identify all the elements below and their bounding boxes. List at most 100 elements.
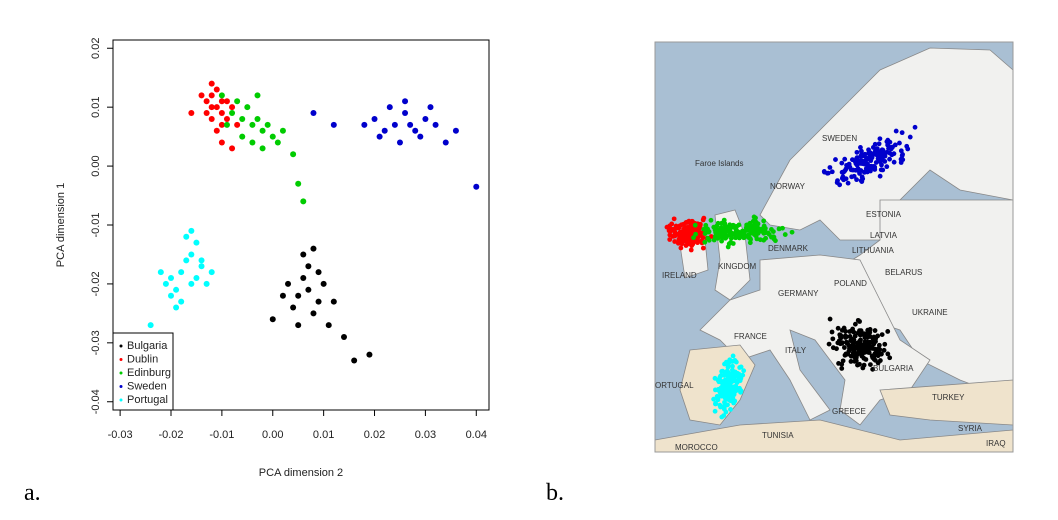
map-point xyxy=(877,358,883,363)
point xyxy=(396,139,403,146)
point xyxy=(188,227,195,234)
point xyxy=(178,298,185,305)
map-label: IRELAND xyxy=(662,271,697,280)
point xyxy=(183,257,190,264)
map-point xyxy=(770,229,776,235)
point xyxy=(218,121,225,128)
map-point xyxy=(728,230,734,235)
map-point xyxy=(852,333,858,339)
map-point xyxy=(872,328,878,333)
map-point xyxy=(715,235,721,241)
point xyxy=(213,127,220,134)
map-label: LITHUANIA xyxy=(852,246,894,255)
map-point xyxy=(879,351,884,357)
point xyxy=(218,110,225,117)
map-point xyxy=(876,342,882,348)
map-point xyxy=(845,180,851,186)
map-point xyxy=(868,151,874,156)
map-point xyxy=(856,343,862,349)
map-point xyxy=(737,365,743,370)
map-point xyxy=(826,341,832,347)
map-point xyxy=(711,396,717,402)
map-point xyxy=(728,240,734,245)
point xyxy=(147,322,154,329)
map-point xyxy=(726,363,731,368)
map-label: UKRAINE xyxy=(912,308,948,317)
map-point xyxy=(703,222,709,228)
map-point xyxy=(829,169,835,175)
map-point xyxy=(885,142,891,148)
map-point xyxy=(724,387,730,393)
map-point xyxy=(852,358,857,364)
point xyxy=(330,121,337,128)
map-point xyxy=(715,229,721,234)
point xyxy=(340,333,347,340)
map-point xyxy=(829,329,835,335)
map-point xyxy=(688,247,694,253)
map-point xyxy=(725,225,731,231)
map-point xyxy=(907,134,913,140)
map-label: MOROCCO xyxy=(675,443,718,452)
legend xyxy=(112,332,174,411)
point xyxy=(300,275,307,282)
map-point xyxy=(708,217,714,223)
map-point xyxy=(730,222,736,228)
map-label: DENMARK xyxy=(768,244,809,253)
map-point xyxy=(678,245,684,251)
map-point xyxy=(721,413,727,418)
point xyxy=(208,92,215,99)
map-point xyxy=(667,229,673,234)
map-point xyxy=(730,363,735,369)
map-point xyxy=(870,335,876,341)
point xyxy=(218,139,225,146)
map-point xyxy=(850,350,856,356)
x-tick-label: 0.01 xyxy=(313,429,334,441)
point xyxy=(249,121,256,128)
map-point xyxy=(760,225,766,231)
map-point xyxy=(713,387,718,393)
point xyxy=(168,275,175,282)
point xyxy=(183,233,190,240)
map-point xyxy=(870,366,876,372)
map-point xyxy=(715,397,721,403)
map-point xyxy=(884,164,890,170)
map-point xyxy=(866,147,871,153)
map-point xyxy=(853,167,859,173)
map-point xyxy=(858,160,863,166)
map-point xyxy=(737,235,742,241)
point xyxy=(366,351,373,358)
map-point xyxy=(855,330,861,336)
map-point xyxy=(706,237,712,243)
map-point xyxy=(724,368,730,374)
map-point xyxy=(761,218,767,224)
map-point xyxy=(733,227,739,233)
point xyxy=(371,115,378,122)
legend-label: Portugal xyxy=(127,394,168,406)
map-point xyxy=(876,141,882,147)
map-point xyxy=(863,357,869,362)
point xyxy=(188,110,195,117)
map-point xyxy=(873,160,879,165)
map-point xyxy=(867,155,873,160)
map-point xyxy=(848,167,854,173)
map-point xyxy=(872,351,878,356)
point xyxy=(290,151,297,158)
map-point xyxy=(724,396,730,402)
map-point xyxy=(722,235,728,241)
map-point xyxy=(842,333,848,339)
map-point xyxy=(852,321,858,327)
map-point xyxy=(723,409,729,415)
point xyxy=(290,304,297,311)
y-tick-label: 0.01 xyxy=(90,96,102,117)
map-point xyxy=(858,178,864,184)
point xyxy=(330,298,337,305)
y-tick-label: 0.02 xyxy=(90,38,102,59)
point xyxy=(203,98,210,105)
point xyxy=(239,133,246,140)
point xyxy=(422,115,429,122)
map-point xyxy=(827,165,833,170)
map-point xyxy=(868,345,874,351)
map-point xyxy=(747,240,753,246)
map-point xyxy=(836,360,841,366)
map-point xyxy=(732,358,738,363)
